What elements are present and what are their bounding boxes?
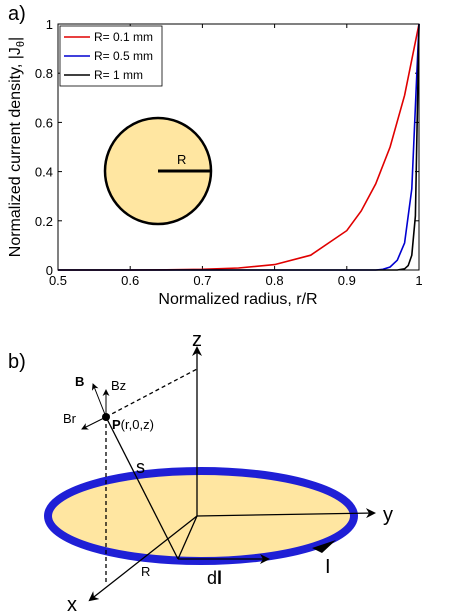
point-p	[102, 413, 110, 421]
p-letter: P	[112, 417, 121, 432]
series-line-3	[58, 23, 420, 271]
p-label: P(r,0,z)	[112, 417, 154, 432]
r-label: R	[141, 564, 150, 579]
dl-prefix: d	[207, 568, 217, 588]
radius-line	[177, 515, 198, 560]
inset-disk: R	[103, 116, 213, 226]
y-tick-label: 0.8	[35, 66, 53, 81]
z-label: z	[192, 329, 202, 351]
p-horizontal-projection	[105, 368, 198, 418]
s-line	[105, 416, 179, 560]
x-label: x	[67, 594, 77, 613]
current-density-chart: 0.5 0.6 0.7 0.8 0.9 1 0 0.2 0.4 0.6 0.8 1 R R= 0.1 …	[7, 17, 423, 308]
s-label: s	[136, 457, 145, 477]
y-tick-label: 0.2	[35, 214, 53, 229]
y-axis-label-subscript: θ	[15, 41, 27, 47]
y-tick-label: 0.6	[35, 115, 53, 130]
inset-radius-label: R	[177, 152, 186, 167]
legend-label-1: R= 0.1 mm	[94, 30, 153, 44]
legend-label-2: R= 0.5 mm	[94, 49, 153, 63]
x-tick-label: 0.9	[338, 273, 356, 288]
geometry-diagram: z y x B Bz Br P(r,0,z) s R dl I	[44, 329, 393, 613]
y-tick-label: 1	[46, 17, 53, 32]
b-vector	[91, 383, 107, 418]
panel-b-label: b)	[8, 351, 26, 373]
series-lines	[58, 23, 420, 271]
current-label: I	[325, 556, 331, 578]
x-axis-label: Normalized radius, r/R	[158, 291, 317, 308]
x-axis	[88, 515, 198, 602]
y-label: y	[383, 504, 393, 526]
bz-label: Bz	[111, 378, 126, 393]
b-label: B	[75, 374, 84, 389]
x-tick-label: 0.6	[121, 273, 139, 288]
x-tick-label: 1	[415, 273, 422, 288]
dl-bold: l	[217, 568, 222, 588]
x-tick-label: 0.5	[49, 273, 67, 288]
current-arrow	[312, 540, 336, 553]
x-tick-label: 0.8	[266, 273, 284, 288]
y-axis-label: Normalized current density, |Jθ|	[7, 37, 27, 257]
y-axis	[196, 508, 376, 519]
br-vector	[81, 416, 107, 430]
panel-a-label: a)	[8, 3, 26, 25]
dl-label: dl	[207, 568, 222, 588]
br-label: Br	[63, 411, 77, 426]
x-tick-label: 0.7	[193, 273, 211, 288]
y-tick-label: 0	[46, 263, 53, 278]
y-axis-label-main: Normalized current density, |J	[7, 47, 24, 257]
p-coords: (r,0,z)	[121, 417, 154, 432]
y-tick-label: 0.4	[35, 165, 53, 180]
legend: R= 0.1 mm R= 0.5 mm R= 1 mm	[59, 25, 163, 87]
legend-label-3: R= 1 mm	[94, 68, 143, 82]
y-axis-label-end: |	[7, 37, 24, 41]
